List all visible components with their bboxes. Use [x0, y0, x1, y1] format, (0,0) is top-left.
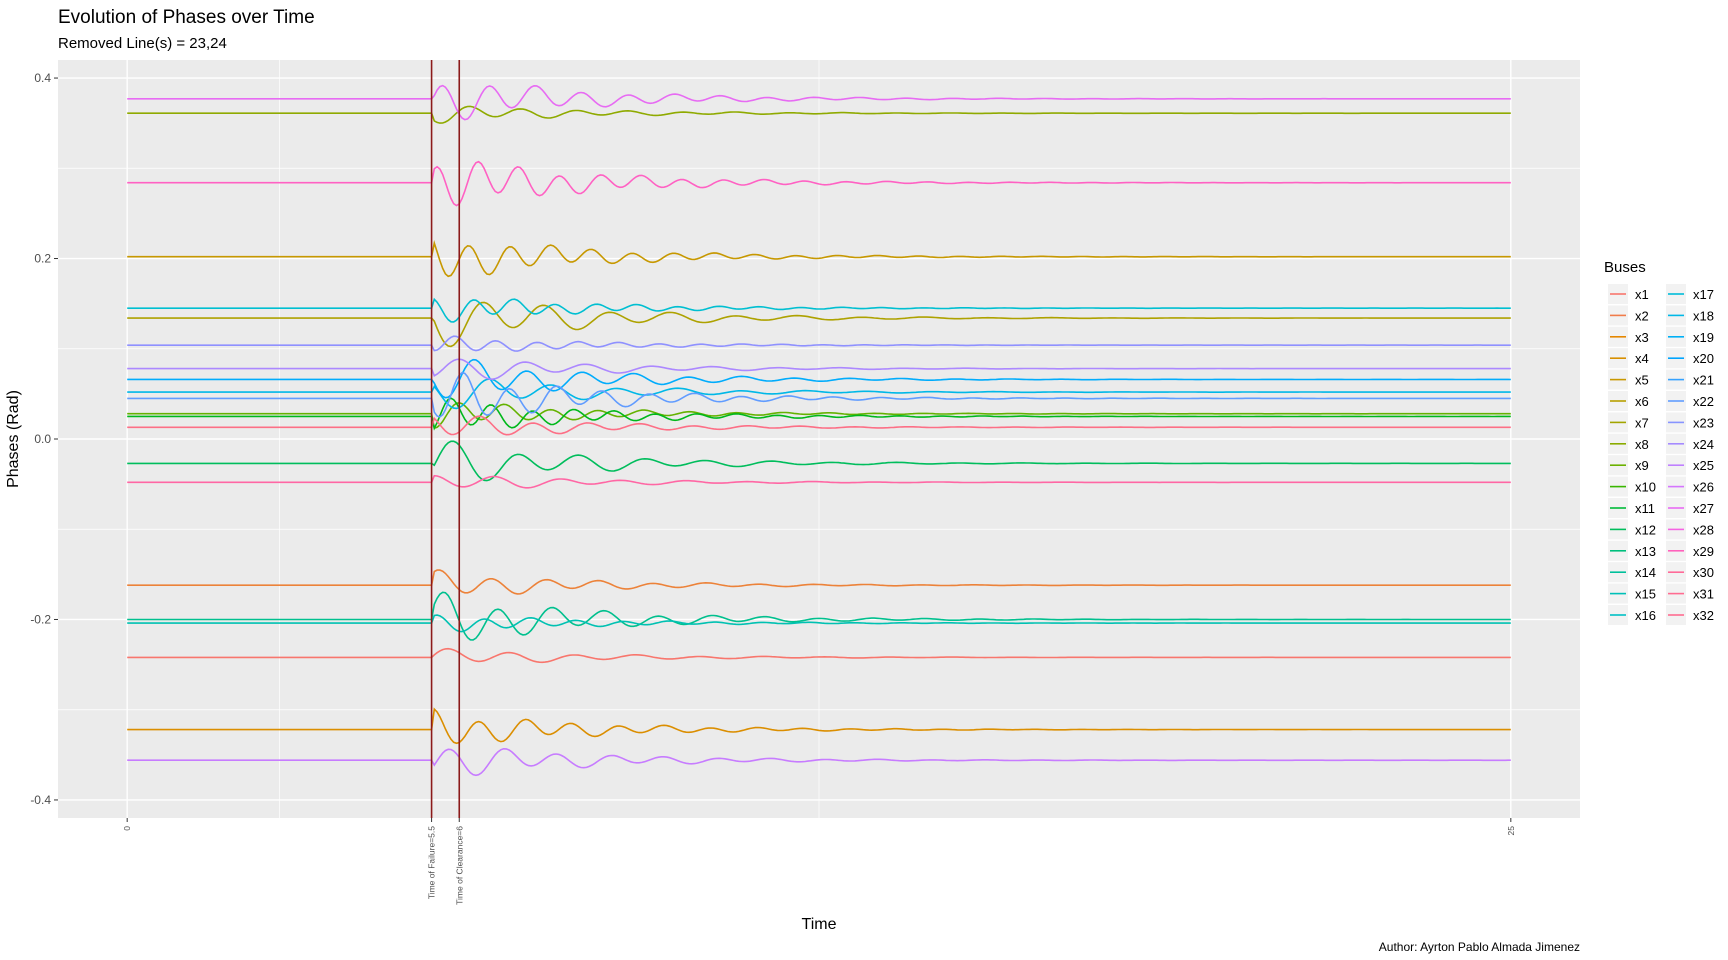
- vline-layer: [430, 60, 461, 818]
- series-line-x18: [127, 747, 1511, 777]
- x-tick-label: 0: [122, 826, 132, 831]
- y-tick-label: 0.2: [34, 252, 51, 266]
- legend-label-x21: x21: [1693, 373, 1714, 388]
- y-tick-label: -0.2: [30, 612, 51, 626]
- y-tick-label: -0.4: [30, 793, 51, 807]
- series-layer: [127, 84, 1511, 777]
- series-line-x21: [127, 474, 1511, 489]
- legend: x1 x2 x3 x4 x5 x6 x7 x8 x9 x10 x11 x12 x13 x14 x15 x16 x…: [1608, 284, 1714, 625]
- y-axis-ticks: -0.4 -0.2 0.0 0.2 0.4: [30, 71, 58, 807]
- legend-label-x7: x7: [1635, 415, 1649, 430]
- x-tick-label: Time of Clearance=6: [454, 826, 464, 905]
- series-line-x16: [127, 335, 1511, 352]
- x-axis-title: Time: [802, 916, 837, 933]
- author-caption: Author: Ayrton Pablo Almada Jimenez: [1379, 940, 1580, 954]
- series-line-x4: [127, 240, 1511, 278]
- series-line-x22: [127, 415, 1511, 436]
- legend-label-x15: x15: [1635, 587, 1656, 602]
- legend-label-x28: x28: [1693, 522, 1714, 537]
- x-tick-label: 25: [1506, 826, 1516, 836]
- y-tick-label: 0.4: [34, 71, 51, 85]
- legend-label-x17: x17: [1693, 287, 1714, 302]
- legend-label-x12: x12: [1635, 522, 1656, 537]
- y-axis-title: Phases (Rad): [5, 390, 22, 488]
- series-line-x2: [127, 569, 1511, 595]
- series-line-x10: [127, 591, 1511, 641]
- legend-label-x13: x13: [1635, 544, 1656, 559]
- legend-label-x26: x26: [1693, 480, 1714, 495]
- legend-label-x24: x24: [1693, 437, 1714, 452]
- series-line-x17: [127, 358, 1511, 381]
- legend-label-x29: x29: [1693, 544, 1714, 559]
- legend-label-x20: x20: [1693, 351, 1714, 366]
- legend-title: Buses: [1604, 259, 1646, 276]
- series-line-x8: [127, 397, 1511, 431]
- legend-label-x5: x5: [1635, 373, 1649, 388]
- legend-label-x32: x32: [1693, 608, 1714, 623]
- legend-label-x30: x30: [1693, 565, 1714, 580]
- legend-label-x22: x22: [1693, 394, 1714, 409]
- legend-label-x23: x23: [1693, 415, 1714, 430]
- x-tick-label: Time of Failure=5.5: [427, 826, 437, 899]
- series-line-x1: [127, 647, 1511, 664]
- legend-label-x11: x11: [1635, 501, 1655, 516]
- series-line-x20: [127, 160, 1511, 207]
- legend-label-x8: x8: [1635, 437, 1649, 452]
- legend-label-x31: x31: [1693, 587, 1714, 602]
- series-line-x3: [127, 707, 1511, 745]
- legend-label-x9: x9: [1635, 458, 1649, 473]
- legend-label-x18: x18: [1693, 308, 1714, 323]
- chart-title: Evolution of Phases over Time: [58, 7, 315, 28]
- legend-label-x4: x4: [1635, 351, 1649, 366]
- legend-label-x19: x19: [1693, 330, 1714, 345]
- series-line-x15: [127, 371, 1511, 418]
- legend-label-x16: x16: [1635, 608, 1656, 623]
- legend-label-x6: x6: [1635, 394, 1649, 409]
- legend-label-x2: x2: [1635, 308, 1649, 323]
- chart-subtitle: Removed Line(s) = 23,24: [58, 35, 227, 52]
- series-line-x19: [127, 84, 1511, 121]
- x-axis-ticks: 0 Time of Failure=5.5 Time of Clearance=6 2…: [122, 818, 1516, 905]
- legend-label-x10: x10: [1635, 480, 1656, 495]
- series-line-x9: [127, 440, 1511, 482]
- series-line-x5: [127, 301, 1511, 348]
- legend-label-x27: x27: [1693, 501, 1714, 516]
- legend-label-x25: x25: [1693, 458, 1714, 473]
- y-tick-label: 0.0: [34, 432, 51, 446]
- legend-label-x3: x3: [1635, 330, 1649, 345]
- series-line-x6: [127, 105, 1511, 124]
- series-line-x7: [127, 401, 1511, 430]
- series-line-x12: [127, 297, 1511, 323]
- series-line-x11: [127, 614, 1511, 633]
- legend-label-x14: x14: [1635, 565, 1656, 580]
- legend-label-x1: x1: [1635, 287, 1649, 302]
